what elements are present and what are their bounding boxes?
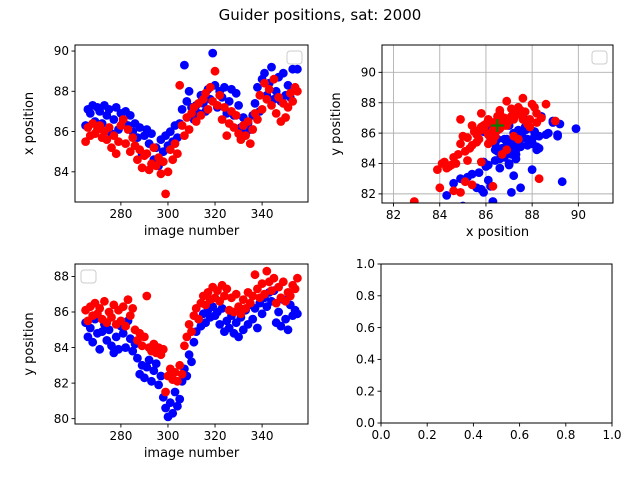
x-axis-label: x position — [466, 225, 529, 240]
y-tick-label: 90 — [361, 66, 376, 80]
x-tick-label: 320 — [204, 207, 227, 221]
x-tick-label: 0.4 — [464, 428, 483, 442]
x-tick-label: 300 — [157, 207, 180, 221]
x-tick-label: 82 — [386, 208, 401, 222]
x-axis-label: image number — [144, 224, 240, 239]
x-tick-label: 88 — [525, 208, 540, 222]
scatter-series-red — [81, 66, 302, 199]
scatter-points — [81, 48, 302, 199]
y-tick-label: 88 — [361, 96, 376, 110]
subplot-ax2: 82 84 86 88 90 82 84 86 88 90 x position y position — [329, 44, 614, 240]
y-tick-label: 88 — [54, 84, 69, 98]
y-tick-label: 0.8 — [356, 289, 375, 303]
x-tick-label: 0.2 — [418, 428, 437, 442]
legend-box — [80, 269, 97, 284]
scatter-points — [409, 93, 581, 203]
axes-spines — [381, 44, 614, 204]
x-tick-label: 86 — [478, 208, 493, 222]
y-tick-label: 86 — [54, 125, 69, 139]
center-plus-marker — [491, 119, 504, 133]
y-tick-label: 90 — [54, 44, 69, 58]
subplot-ax4: 0.0 0.2 0.4 0.6 0.8 1.0 0.0 0.2 0.4 0.6 0.8 1.0 — [356, 257, 622, 442]
legend-box — [286, 50, 303, 65]
y-tick-label: 1.0 — [356, 257, 375, 271]
x-tick-label: 84 — [432, 208, 447, 222]
y-tick-label: 82 — [54, 376, 69, 390]
y-tick-label: 0.2 — [356, 384, 375, 398]
y-axis-label: x position — [22, 92, 37, 155]
axes-spines — [74, 44, 309, 203]
subplot-ax3: 280 300 320 340 80 82 84 86 88 image number y posi… — [22, 263, 309, 461]
x-tick-label: 1.0 — [602, 428, 621, 442]
scatter-series-red — [409, 93, 560, 203]
legend-box — [591, 50, 608, 65]
x-tick-label: 300 — [157, 429, 180, 443]
y-tick-label: 86 — [54, 305, 69, 319]
x-tick-label: 320 — [204, 429, 227, 443]
scatter-series-red — [81, 266, 302, 397]
y-tick-label: 80 — [54, 412, 69, 426]
y-tick-label: 0.4 — [356, 353, 375, 367]
x-tick-label: 0.0 — [371, 428, 390, 442]
y-tick-label: 0.6 — [356, 321, 375, 335]
y-tick-label: 84 — [361, 157, 376, 171]
x-tick-label: 340 — [251, 429, 274, 443]
subplot-ax1: 280 300 320 340 84 86 88 90 image number x positi… — [22, 44, 309, 239]
plot-area — [381, 264, 612, 423]
y-tick-label: 84 — [54, 341, 69, 355]
axes-spines — [380, 263, 613, 424]
x-tick-label: 340 — [251, 207, 274, 221]
figure-title: Guider positions, sat: 2000 — [218, 6, 422, 24]
x-tick-label: 280 — [109, 207, 132, 221]
x-tick-label: 90 — [571, 208, 586, 222]
y-tick-label: 0.0 — [356, 416, 375, 430]
x-tick-label: 0.6 — [510, 428, 529, 442]
x-tick-label: 0.8 — [556, 428, 575, 442]
y-tick-label: 88 — [54, 270, 69, 284]
y-tick-label: 86 — [361, 126, 376, 140]
scatter-points — [81, 266, 302, 422]
x-axis-label: image number — [144, 446, 240, 461]
axes-spines — [74, 263, 309, 425]
y-axis-label: y position — [22, 312, 37, 375]
y-axis-label: y position — [329, 92, 344, 155]
y-tick-label: 82 — [361, 187, 376, 201]
y-tick-label: 84 — [54, 165, 69, 179]
x-tick-label: 280 — [109, 429, 132, 443]
